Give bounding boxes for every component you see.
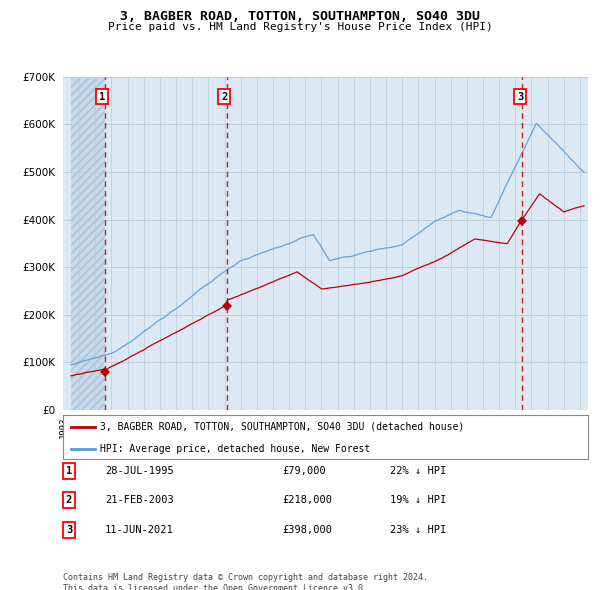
Text: 1: 1 (99, 91, 105, 101)
Text: £218,000: £218,000 (282, 496, 332, 505)
Text: 2: 2 (66, 496, 72, 505)
Text: 22% ↓ HPI: 22% ↓ HPI (390, 466, 446, 476)
Text: 3: 3 (66, 525, 72, 535)
Text: £79,000: £79,000 (282, 466, 326, 476)
Text: Contains HM Land Registry data © Crown copyright and database right 2024.
This d: Contains HM Land Registry data © Crown c… (63, 573, 428, 590)
Text: 19% ↓ HPI: 19% ↓ HPI (390, 496, 446, 505)
Text: 11-JUN-2021: 11-JUN-2021 (105, 525, 174, 535)
Text: 3, BAGBER ROAD, TOTTON, SOUTHAMPTON, SO40 3DU (detached house): 3, BAGBER ROAD, TOTTON, SOUTHAMPTON, SO4… (100, 422, 464, 432)
Text: 2: 2 (221, 91, 227, 101)
Text: HPI: Average price, detached house, New Forest: HPI: Average price, detached house, New … (100, 444, 370, 454)
Text: 28-JUL-1995: 28-JUL-1995 (105, 466, 174, 476)
Text: 3: 3 (517, 91, 523, 101)
Text: 21-FEB-2003: 21-FEB-2003 (105, 496, 174, 505)
Bar (71, 77, 104, 410)
Text: Price paid vs. HM Land Registry's House Price Index (HPI): Price paid vs. HM Land Registry's House … (107, 22, 493, 32)
Text: 1: 1 (66, 466, 72, 476)
Text: £398,000: £398,000 (282, 525, 332, 535)
Text: 23% ↓ HPI: 23% ↓ HPI (390, 525, 446, 535)
Text: 3, BAGBER ROAD, TOTTON, SOUTHAMPTON, SO40 3DU: 3, BAGBER ROAD, TOTTON, SOUTHAMPTON, SO4… (120, 10, 480, 23)
